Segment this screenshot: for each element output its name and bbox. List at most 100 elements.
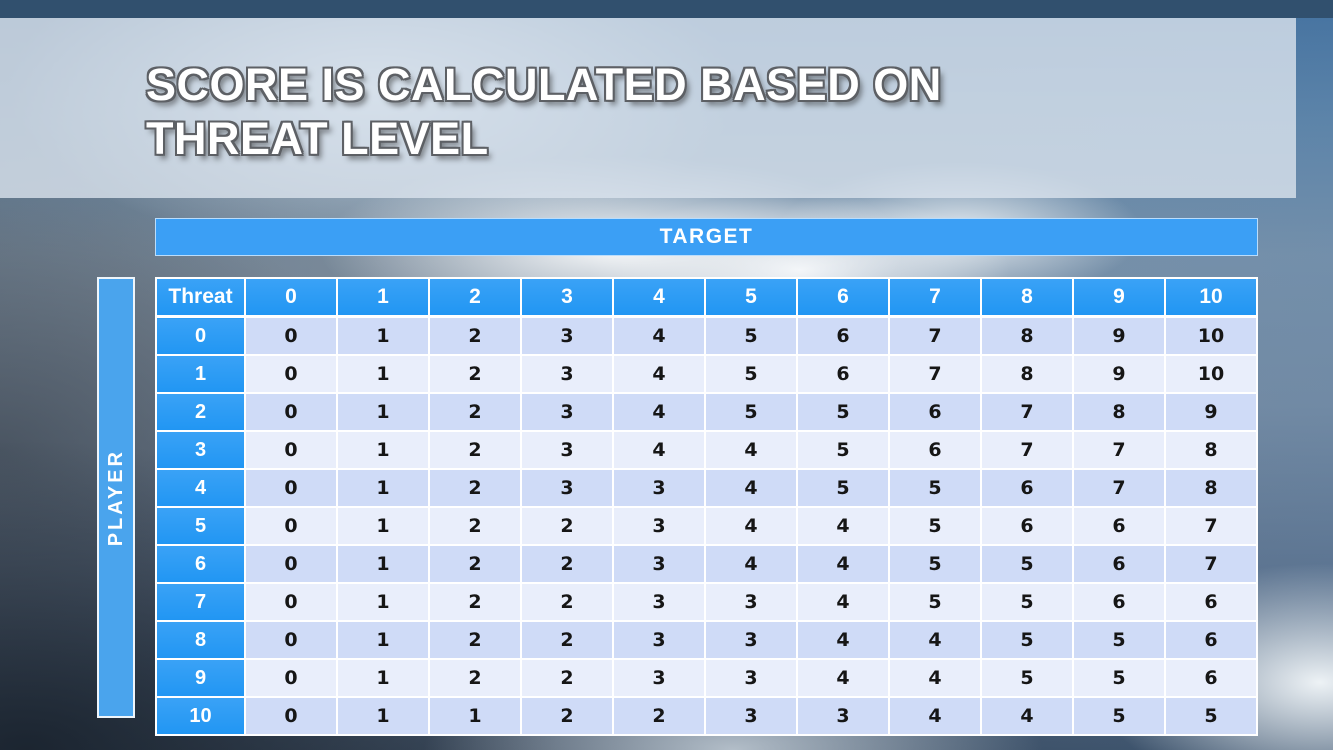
matrix-row-header: 2 <box>155 392 246 432</box>
matrix-cell: 7 <box>888 315 982 356</box>
matrix-cell: 5 <box>1072 620 1166 660</box>
matrix-cell: 5 <box>1072 658 1166 698</box>
matrix-cell: 3 <box>796 696 890 736</box>
matrix-cell: 3 <box>612 468 706 508</box>
matrix-column-header: 10 <box>1164 277 1258 318</box>
matrix-cell: 2 <box>428 315 522 356</box>
matrix-cell: 2 <box>428 658 522 698</box>
matrix-cell: 4 <box>796 544 890 584</box>
matrix-cell: 2 <box>520 544 614 584</box>
matrix-cell: 4 <box>796 506 890 546</box>
matrix-cell: 0 <box>244 468 338 508</box>
matrix-cell: 1 <box>336 315 430 356</box>
matrix-cell: 1 <box>336 468 430 508</box>
matrix-cell: 5 <box>796 430 890 470</box>
matrix-cell: 1 <box>336 506 430 546</box>
title-band: SCORE IS CALCULATED BASED ON THREAT LEVE… <box>0 18 1296 198</box>
matrix-column-header: 9 <box>1072 277 1166 318</box>
matrix-cell: 6 <box>1164 582 1258 622</box>
matrix-cell: 4 <box>612 354 706 394</box>
matrix-cell: 3 <box>520 315 614 356</box>
matrix-cell: 5 <box>704 315 798 356</box>
matrix-cell: 2 <box>428 544 522 584</box>
matrix-cell: 0 <box>244 658 338 698</box>
matrix-cell: 2 <box>428 506 522 546</box>
matrix-cell: 2 <box>520 696 614 736</box>
matrix-cell: 3 <box>704 658 798 698</box>
matrix-cell: 3 <box>704 696 798 736</box>
matrix-cell: 0 <box>244 354 338 394</box>
matrix-cell: 6 <box>888 430 982 470</box>
matrix-cell: 4 <box>612 392 706 432</box>
matrix-row: 0 0 1 2 3 4 5 6 7 8 9 10 <box>155 315 1258 356</box>
matrix-cell: 2 <box>428 620 522 660</box>
matrix-row-header: 7 <box>155 582 246 622</box>
matrix-cell: 0 <box>244 620 338 660</box>
matrix-cell: 2 <box>428 468 522 508</box>
matrix-cell: 5 <box>980 658 1074 698</box>
matrix-cell: 2 <box>612 696 706 736</box>
matrix-cell: 7 <box>1164 506 1258 546</box>
matrix-cell: 7 <box>888 354 982 394</box>
matrix-row-header: 1 <box>155 354 246 394</box>
target-axis-label: TARGET <box>659 225 754 248</box>
matrix-cell: 8 <box>1164 430 1258 470</box>
matrix-cell: 6 <box>980 468 1074 508</box>
matrix-row: 1 0 1 2 3 4 5 6 7 8 9 10 <box>155 354 1258 394</box>
matrix-cell: 1 <box>336 392 430 432</box>
slide-title-line2: THREAT LEVEL <box>146 113 489 164</box>
matrix-row-header: 0 <box>155 315 246 356</box>
matrix-row-header: 6 <box>155 544 246 584</box>
matrix-cell: 1 <box>336 582 430 622</box>
matrix-cell: 1 <box>428 696 522 736</box>
matrix-cell: 5 <box>796 392 890 432</box>
matrix-cell: 7 <box>1072 430 1166 470</box>
player-axis-header: PLAYER <box>97 277 135 718</box>
matrix-column-header: 5 <box>704 277 798 318</box>
matrix-cell: 9 <box>1072 315 1166 356</box>
matrix-cell: 7 <box>980 392 1074 432</box>
matrix-cell: 4 <box>796 658 890 698</box>
slide-title: SCORE IS CALCULATED BASED ON THREAT LEVE… <box>146 58 942 166</box>
matrix-cell: 5 <box>980 582 1074 622</box>
matrix-cell: 3 <box>612 544 706 584</box>
matrix-cell: 4 <box>704 544 798 584</box>
matrix-cell: 5 <box>888 506 982 546</box>
matrix-cell: 4 <box>888 658 982 698</box>
matrix-cell: 1 <box>336 696 430 736</box>
matrix-cell: 2 <box>428 582 522 622</box>
matrix-cell: 4 <box>704 468 798 508</box>
matrix-cell: 1 <box>336 658 430 698</box>
matrix-corner-cell: Threat <box>155 277 246 318</box>
matrix-cell: 6 <box>796 354 890 394</box>
matrix-cell: 8 <box>1164 468 1258 508</box>
matrix-cell: 6 <box>1164 658 1258 698</box>
matrix-cell: 3 <box>704 620 798 660</box>
matrix-column-header: 2 <box>428 277 522 318</box>
matrix-cell: 3 <box>520 468 614 508</box>
matrix-column-header: 8 <box>980 277 1074 318</box>
matrix-row-header: 5 <box>155 506 246 546</box>
matrix-cell: 4 <box>796 620 890 660</box>
matrix-cell: 5 <box>1164 696 1258 736</box>
matrix-cell: 0 <box>244 315 338 356</box>
matrix-cell: 0 <box>244 430 338 470</box>
matrix-column-header: 3 <box>520 277 614 318</box>
matrix-cell: 4 <box>888 620 982 660</box>
matrix-cell: 8 <box>980 315 1074 356</box>
matrix-cell: 3 <box>520 430 614 470</box>
matrix-column-header: 6 <box>796 277 890 318</box>
matrix-cell: 2 <box>520 582 614 622</box>
matrix-cell: 1 <box>336 430 430 470</box>
matrix-cell: 8 <box>980 354 1074 394</box>
matrix-cell: 5 <box>980 544 1074 584</box>
matrix-cell: 6 <box>888 392 982 432</box>
score-matrix: Threat 0 1 2 3 4 5 6 7 8 9 10 0 0 1 2 3 4 5 6 7 8 9 10 1 0 1 2 3 4 5 6 7… <box>155 277 1258 736</box>
matrix-column-header: 1 <box>336 277 430 318</box>
